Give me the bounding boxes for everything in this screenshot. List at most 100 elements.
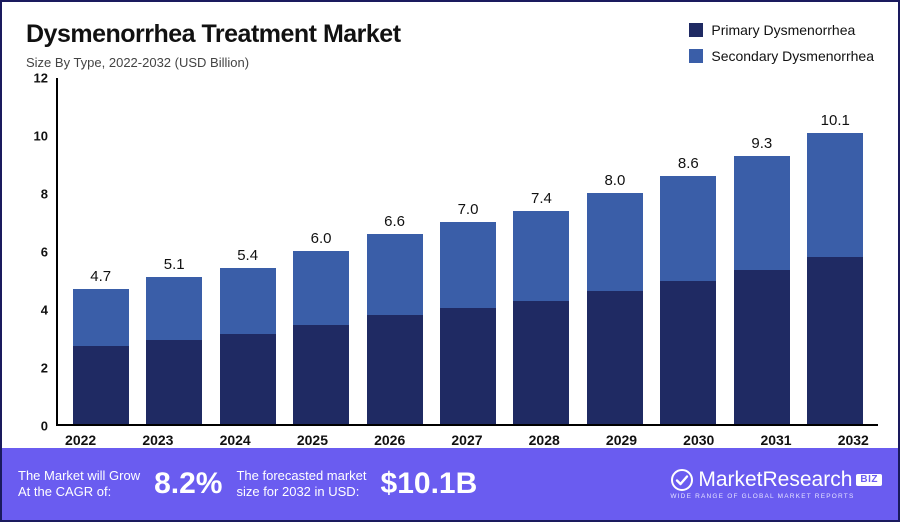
bar-stack bbox=[513, 211, 569, 424]
bar-total-label: 10.1 bbox=[821, 112, 850, 129]
legend-item-primary: Primary Dysmenorrhea bbox=[689, 22, 874, 38]
bar-stack bbox=[660, 176, 716, 424]
brand-name: MarketResearch bbox=[698, 469, 852, 490]
x-tick-label: 2024 bbox=[197, 432, 274, 448]
bar-stack bbox=[367, 234, 423, 424]
cagr-value: 8.2% bbox=[154, 467, 222, 501]
bar-segment-secondary bbox=[293, 251, 349, 325]
y-tick: 2 bbox=[41, 361, 48, 376]
brand-tagline: WIDE RANGE OF GLOBAL MARKET REPORTS bbox=[670, 494, 854, 501]
legend-label-secondary: Secondary Dysmenorrhea bbox=[711, 48, 874, 64]
y-axis: 024681012 bbox=[22, 78, 56, 426]
bar-segment-secondary bbox=[367, 234, 423, 315]
bar-segment-primary bbox=[660, 281, 716, 424]
bar-segment-secondary bbox=[660, 176, 716, 281]
legend-item-secondary: Secondary Dysmenorrhea bbox=[689, 48, 874, 64]
x-tick-label: 2028 bbox=[506, 432, 583, 448]
bar-total-label: 7.0 bbox=[458, 201, 479, 218]
bar-column: 9.3 bbox=[725, 78, 798, 424]
title-block: Dysmenorrhea Treatment Market Size By Ty… bbox=[26, 20, 401, 70]
x-tick-label: 2030 bbox=[660, 432, 737, 448]
bar-total-label: 4.7 bbox=[90, 268, 111, 285]
plot-area: 4.7 5.1 5.4 6.0 6.6 7.0 7.4 8.0 8.6 9.3 10.1 bbox=[56, 78, 878, 426]
bar-segment-primary bbox=[734, 270, 790, 424]
forecast-lead: The forecasted marketsize for 2032 in US… bbox=[236, 468, 366, 501]
y-tick: 10 bbox=[34, 129, 48, 144]
brand-top: MarketResearch BIZ bbox=[670, 468, 882, 492]
y-tick: 8 bbox=[41, 187, 48, 202]
forecast-value: $10.1B bbox=[381, 467, 478, 501]
legend-label-primary: Primary Dysmenorrhea bbox=[711, 22, 855, 38]
bar-segment-secondary bbox=[146, 277, 202, 340]
bar-segment-secondary bbox=[587, 193, 643, 291]
bar-total-label: 6.6 bbox=[384, 213, 405, 230]
page-subtitle: Size By Type, 2022-2032 (USD Billion) bbox=[26, 55, 401, 70]
chart-card: Dysmenorrhea Treatment Market Size By Ty… bbox=[0, 0, 900, 522]
bar-column: 5.4 bbox=[211, 78, 284, 424]
y-tick: 4 bbox=[41, 303, 48, 318]
bar-column: 7.0 bbox=[431, 78, 504, 424]
bar-segment-secondary bbox=[440, 222, 496, 308]
bar-total-label: 6.0 bbox=[311, 230, 332, 247]
legend: Primary Dysmenorrhea Secondary Dysmenorr… bbox=[689, 20, 874, 64]
bar-stack bbox=[146, 277, 202, 424]
bar-total-label: 5.4 bbox=[237, 247, 258, 264]
bars-container: 4.7 5.1 5.4 6.0 6.6 7.0 7.4 8.0 8.6 9.3 10.1 bbox=[58, 78, 878, 424]
x-tick-label: 2029 bbox=[583, 432, 660, 448]
bar-column: 8.6 bbox=[652, 78, 725, 424]
bar-column: 6.0 bbox=[284, 78, 357, 424]
bar-total-label: 8.0 bbox=[604, 172, 625, 189]
brand-block: MarketResearch BIZ WIDE RANGE OF GLOBAL … bbox=[670, 468, 882, 501]
header: Dysmenorrhea Treatment Market Size By Ty… bbox=[2, 2, 898, 74]
y-tick: 0 bbox=[41, 419, 48, 434]
bar-stack bbox=[734, 156, 790, 424]
chart-area: 024681012 4.75.15.46.06.67.07.48.08.69.3… bbox=[2, 74, 898, 426]
bar-column: 7.4 bbox=[505, 78, 578, 424]
x-tick-label: 2022 bbox=[42, 432, 119, 448]
x-tick-label: 2027 bbox=[428, 432, 505, 448]
bar-stack bbox=[73, 289, 129, 425]
bar-column: 10.1 bbox=[799, 78, 872, 424]
bar-segment-primary bbox=[367, 315, 423, 424]
chart-body: 024681012 4.75.15.46.06.67.07.48.08.69.3… bbox=[22, 78, 878, 426]
x-tick-label: 2032 bbox=[815, 432, 892, 448]
bar-stack bbox=[440, 222, 496, 424]
bar-segment-primary bbox=[220, 334, 276, 424]
bar-stack bbox=[807, 133, 863, 424]
bar-segment-primary bbox=[146, 340, 202, 424]
x-tick-label: 2026 bbox=[351, 432, 428, 448]
x-tick-label: 2025 bbox=[274, 432, 351, 448]
bar-segment-secondary bbox=[734, 156, 790, 270]
legend-swatch-secondary bbox=[689, 49, 703, 63]
bar-total-label: 7.4 bbox=[531, 190, 552, 207]
brand-badge: BIZ bbox=[856, 474, 882, 486]
bar-segment-secondary bbox=[73, 289, 129, 347]
bar-total-label: 5.1 bbox=[164, 256, 185, 273]
legend-swatch-primary bbox=[689, 23, 703, 37]
bar-stack bbox=[220, 268, 276, 424]
bar-segment-secondary bbox=[513, 211, 569, 302]
y-tick: 6 bbox=[41, 245, 48, 260]
bar-column: 5.1 bbox=[137, 78, 210, 424]
bar-segment-secondary bbox=[807, 133, 863, 257]
bar-total-label: 9.3 bbox=[751, 135, 772, 152]
bar-column: 8.0 bbox=[578, 78, 651, 424]
bar-column: 4.7 bbox=[64, 78, 137, 424]
bar-segment-primary bbox=[807, 257, 863, 424]
bar-stack bbox=[587, 193, 643, 424]
bar-segment-primary bbox=[587, 291, 643, 424]
bar-segment-primary bbox=[513, 301, 569, 424]
page-title: Dysmenorrhea Treatment Market bbox=[26, 20, 401, 49]
bar-stack bbox=[293, 251, 349, 424]
x-tick-label: 2023 bbox=[119, 432, 196, 448]
check-badge-icon bbox=[670, 468, 694, 492]
x-tick-label: 2031 bbox=[737, 432, 814, 448]
bar-column: 6.6 bbox=[358, 78, 431, 424]
cagr-lead: The Market will GrowAt the CAGR of: bbox=[18, 468, 140, 501]
bar-segment-secondary bbox=[220, 268, 276, 334]
bar-segment-primary bbox=[440, 308, 496, 424]
x-axis-labels: 2022202320242025202620272028202920302031… bbox=[2, 426, 898, 448]
bar-total-label: 8.6 bbox=[678, 155, 699, 172]
footer-banner: The Market will GrowAt the CAGR of: 8.2%… bbox=[2, 448, 898, 520]
y-tick: 12 bbox=[34, 71, 48, 86]
